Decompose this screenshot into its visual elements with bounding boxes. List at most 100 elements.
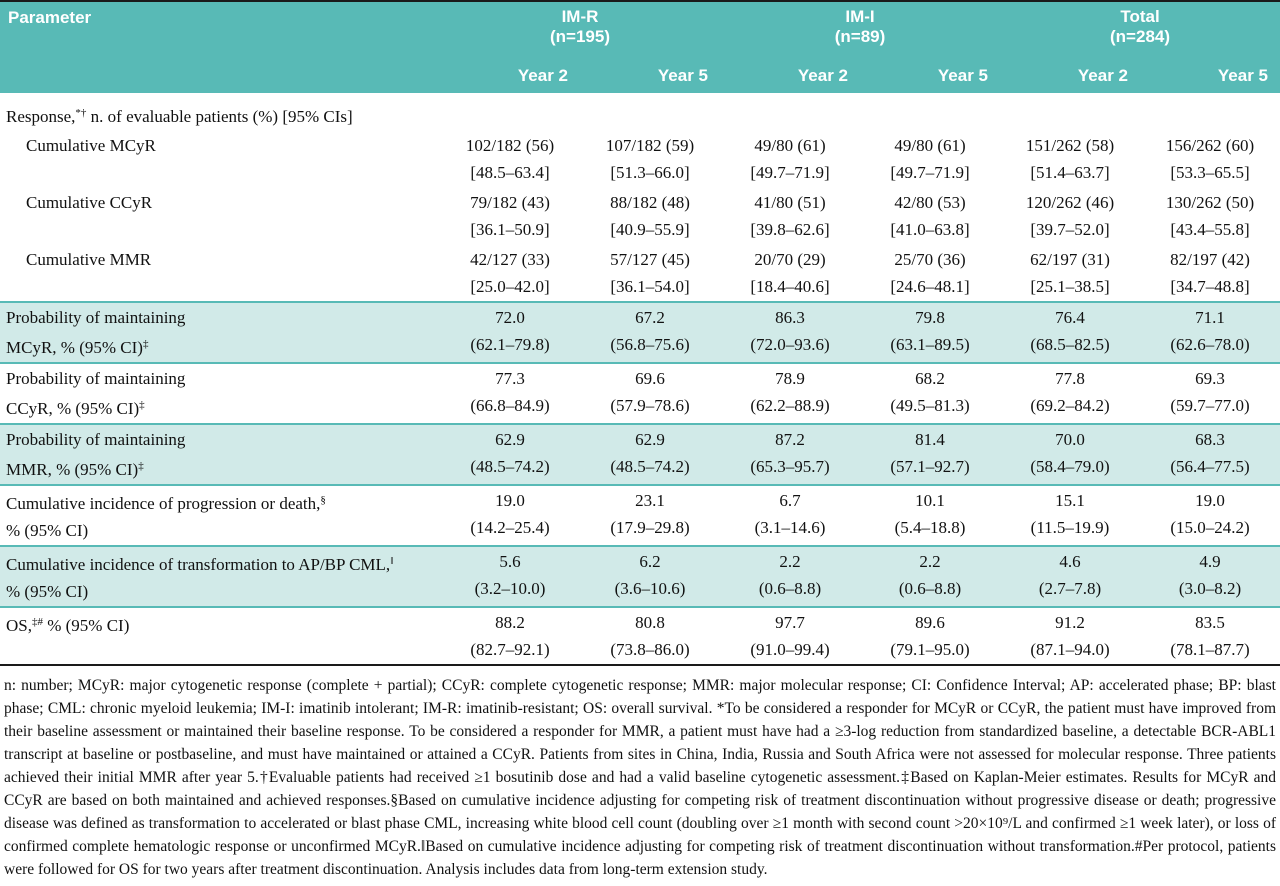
value: 77.8 [1055, 369, 1085, 388]
year-header: Year 5 [580, 59, 720, 93]
value: 2.2 [779, 552, 801, 571]
value: 10.1 [915, 491, 945, 510]
row-label: OS,‡# % (95% CI) [0, 607, 440, 665]
value: 49/80 (61) [754, 136, 826, 155]
value-cell: 49/80 (61) [49.7–71.9] [860, 131, 1000, 188]
value-cell: 42/80 (53) [41.0–63.8] [860, 188, 1000, 245]
confidence-interval: (87.1–94.0) [1030, 640, 1110, 659]
table-row: Cumulative CCyR 79/182 (43) [36.1–50.9] 88/… [0, 188, 1280, 245]
value: 5.6 [499, 552, 521, 571]
group-header-imr: IM-R (n=195) [440, 1, 720, 59]
confidence-interval: [39.8–62.6] [750, 220, 830, 239]
value-cell: 62/197 (31) [25.1–38.5] [1000, 245, 1140, 302]
value-cell: 42/127 (33) [25.0–42.0] [440, 245, 580, 302]
confidence-interval: (91.0–99.4) [750, 640, 830, 659]
value-cell: 23.1 (17.9–29.8) [580, 485, 720, 546]
value-cell: 49/80 (61) [49.7–71.9] [720, 131, 860, 188]
value-cell: 41/80 (51) [39.8–62.6] [720, 188, 860, 245]
confidence-interval: [25.0–42.0] [470, 277, 550, 296]
value: 62.9 [495, 430, 525, 449]
confidence-interval: [53.3–65.5] [1170, 163, 1250, 182]
confidence-interval: (69.2–84.2) [1030, 396, 1110, 415]
row-label: Cumulative incidence of progression or d… [0, 485, 440, 546]
value-cell: 25/70 (36) [24.6–48.1] [860, 245, 1000, 302]
year-header: Year 2 [720, 59, 860, 93]
value: 91.2 [1055, 613, 1085, 632]
value-cell: 19.0 (15.0–24.2) [1140, 485, 1280, 546]
value-cell: 70.0 (58.4–79.0) [1000, 424, 1141, 485]
value-cell: 76.4 (68.5–82.5) [1000, 302, 1141, 363]
confidence-interval: (73.8–86.0) [610, 640, 690, 659]
value: 81.4 [915, 430, 945, 449]
confidence-interval: (62.2–88.9) [750, 396, 830, 415]
confidence-interval: [34.7–48.8] [1170, 277, 1250, 296]
value-cell: 156/262 (60) [53.3–65.5] [1140, 131, 1280, 188]
table-row: OS,‡# % (95% CI) 88.2 (82.7–92.1) 80.8 (73.8… [0, 607, 1280, 665]
value-cell: 4.6 (2.7–7.8) [1000, 546, 1141, 607]
confidence-interval: (3.0–8.2) [1178, 579, 1242, 598]
confidence-interval: (79.1–95.0) [890, 640, 970, 659]
value: 79.8 [915, 308, 945, 327]
confidence-interval: [49.7–71.9] [750, 163, 830, 182]
group-header-total: Total (n=284) [1000, 1, 1280, 59]
confidence-interval: (56.4–77.5) [1170, 457, 1250, 476]
value-cell: 69.3 (59.7–77.0) [1140, 363, 1280, 424]
label-text: MMR, % (95% CI) [6, 460, 139, 479]
confidence-interval: (62.6–78.0) [1170, 335, 1250, 354]
label-text: Cumulative MMR [26, 250, 152, 269]
value: 72.0 [495, 308, 525, 327]
confidence-interval: (11.5–19.9) [1030, 518, 1110, 537]
confidence-interval: (57.1–92.7) [890, 457, 970, 476]
group-n: (n=195) [550, 27, 610, 46]
value: 42/127 (33) [470, 250, 550, 269]
table-row: Cumulative MMR 42/127 (33) [25.0–42.0] 57/1… [0, 245, 1280, 302]
confidence-interval: [49.7–71.9] [890, 163, 970, 182]
confidence-interval: (14.2–25.4) [470, 518, 550, 537]
value: 15.1 [1055, 491, 1085, 510]
value-cell: 71.1 (62.6–78.0) [1140, 302, 1280, 363]
value: 78.9 [775, 369, 805, 388]
confidence-interval: (57.9–78.6) [610, 396, 690, 415]
value: 151/262 (58) [1025, 136, 1115, 155]
value: 19.0 [1195, 491, 1225, 510]
label-text: Cumulative incidence of progression or d… [6, 494, 321, 513]
confidence-interval: [48.5–63.4] [470, 163, 550, 182]
value-cell: 6.2 (3.6–10.6) [580, 546, 720, 607]
value: 130/262 (50) [1165, 193, 1255, 212]
row-label: Cumulative MMR [0, 245, 440, 302]
year-header: Year 5 [1140, 59, 1280, 93]
value-cell: 91.2 (87.1–94.0) [1000, 607, 1140, 665]
value: 4.9 [1199, 552, 1221, 571]
label-text: Probability of maintaining [6, 369, 186, 388]
year-header: Year 5 [860, 59, 1001, 93]
value-cell: 120/262 (46) [39.7–52.0] [1000, 188, 1140, 245]
value: 19.0 [495, 491, 525, 510]
value: 88/182 (48) [610, 193, 690, 212]
footnote-marker: ‖ [390, 555, 394, 567]
table-row: Probability of maintaining MCyR, % (95% C… [0, 302, 1280, 363]
confidence-interval: (58.4–79.0) [1030, 457, 1110, 476]
table-header: Parameter IM-R (n=195) IM-I (n=89) Total… [0, 1, 1280, 93]
value-cell: 62.9 (48.5–74.2) [440, 424, 580, 485]
value: 42/80 (53) [894, 193, 966, 212]
label-text: % (95% CI) [42, 616, 130, 635]
confidence-interval: [25.1–38.5] [1030, 277, 1110, 296]
footnote-marker: *† [75, 107, 87, 119]
value: 89.6 [915, 613, 945, 632]
confidence-interval: (62.1–79.8) [470, 335, 550, 354]
label-text: Probability of maintaining [6, 430, 186, 449]
value: 87.2 [775, 430, 805, 449]
confidence-interval: (3.1–14.6) [754, 518, 826, 537]
row-label: Probability of maintaining MCyR, % (95% C… [0, 302, 440, 363]
value: 70.0 [1055, 430, 1085, 449]
confidence-interval: [51.3–66.0] [610, 163, 690, 182]
value: 71.1 [1195, 308, 1225, 327]
value: 25/70 (36) [894, 250, 966, 269]
value: 97.7 [775, 613, 805, 632]
table-row: Probability of maintaining MMR, % (95% CI… [0, 424, 1280, 485]
value: 69.3 [1195, 369, 1225, 388]
confidence-interval: [24.6–48.1] [890, 277, 970, 296]
confidence-interval: (17.9–29.8) [610, 518, 690, 537]
confidence-interval: (48.5–74.2) [470, 457, 550, 476]
confidence-interval: (56.8–75.6) [610, 335, 690, 354]
